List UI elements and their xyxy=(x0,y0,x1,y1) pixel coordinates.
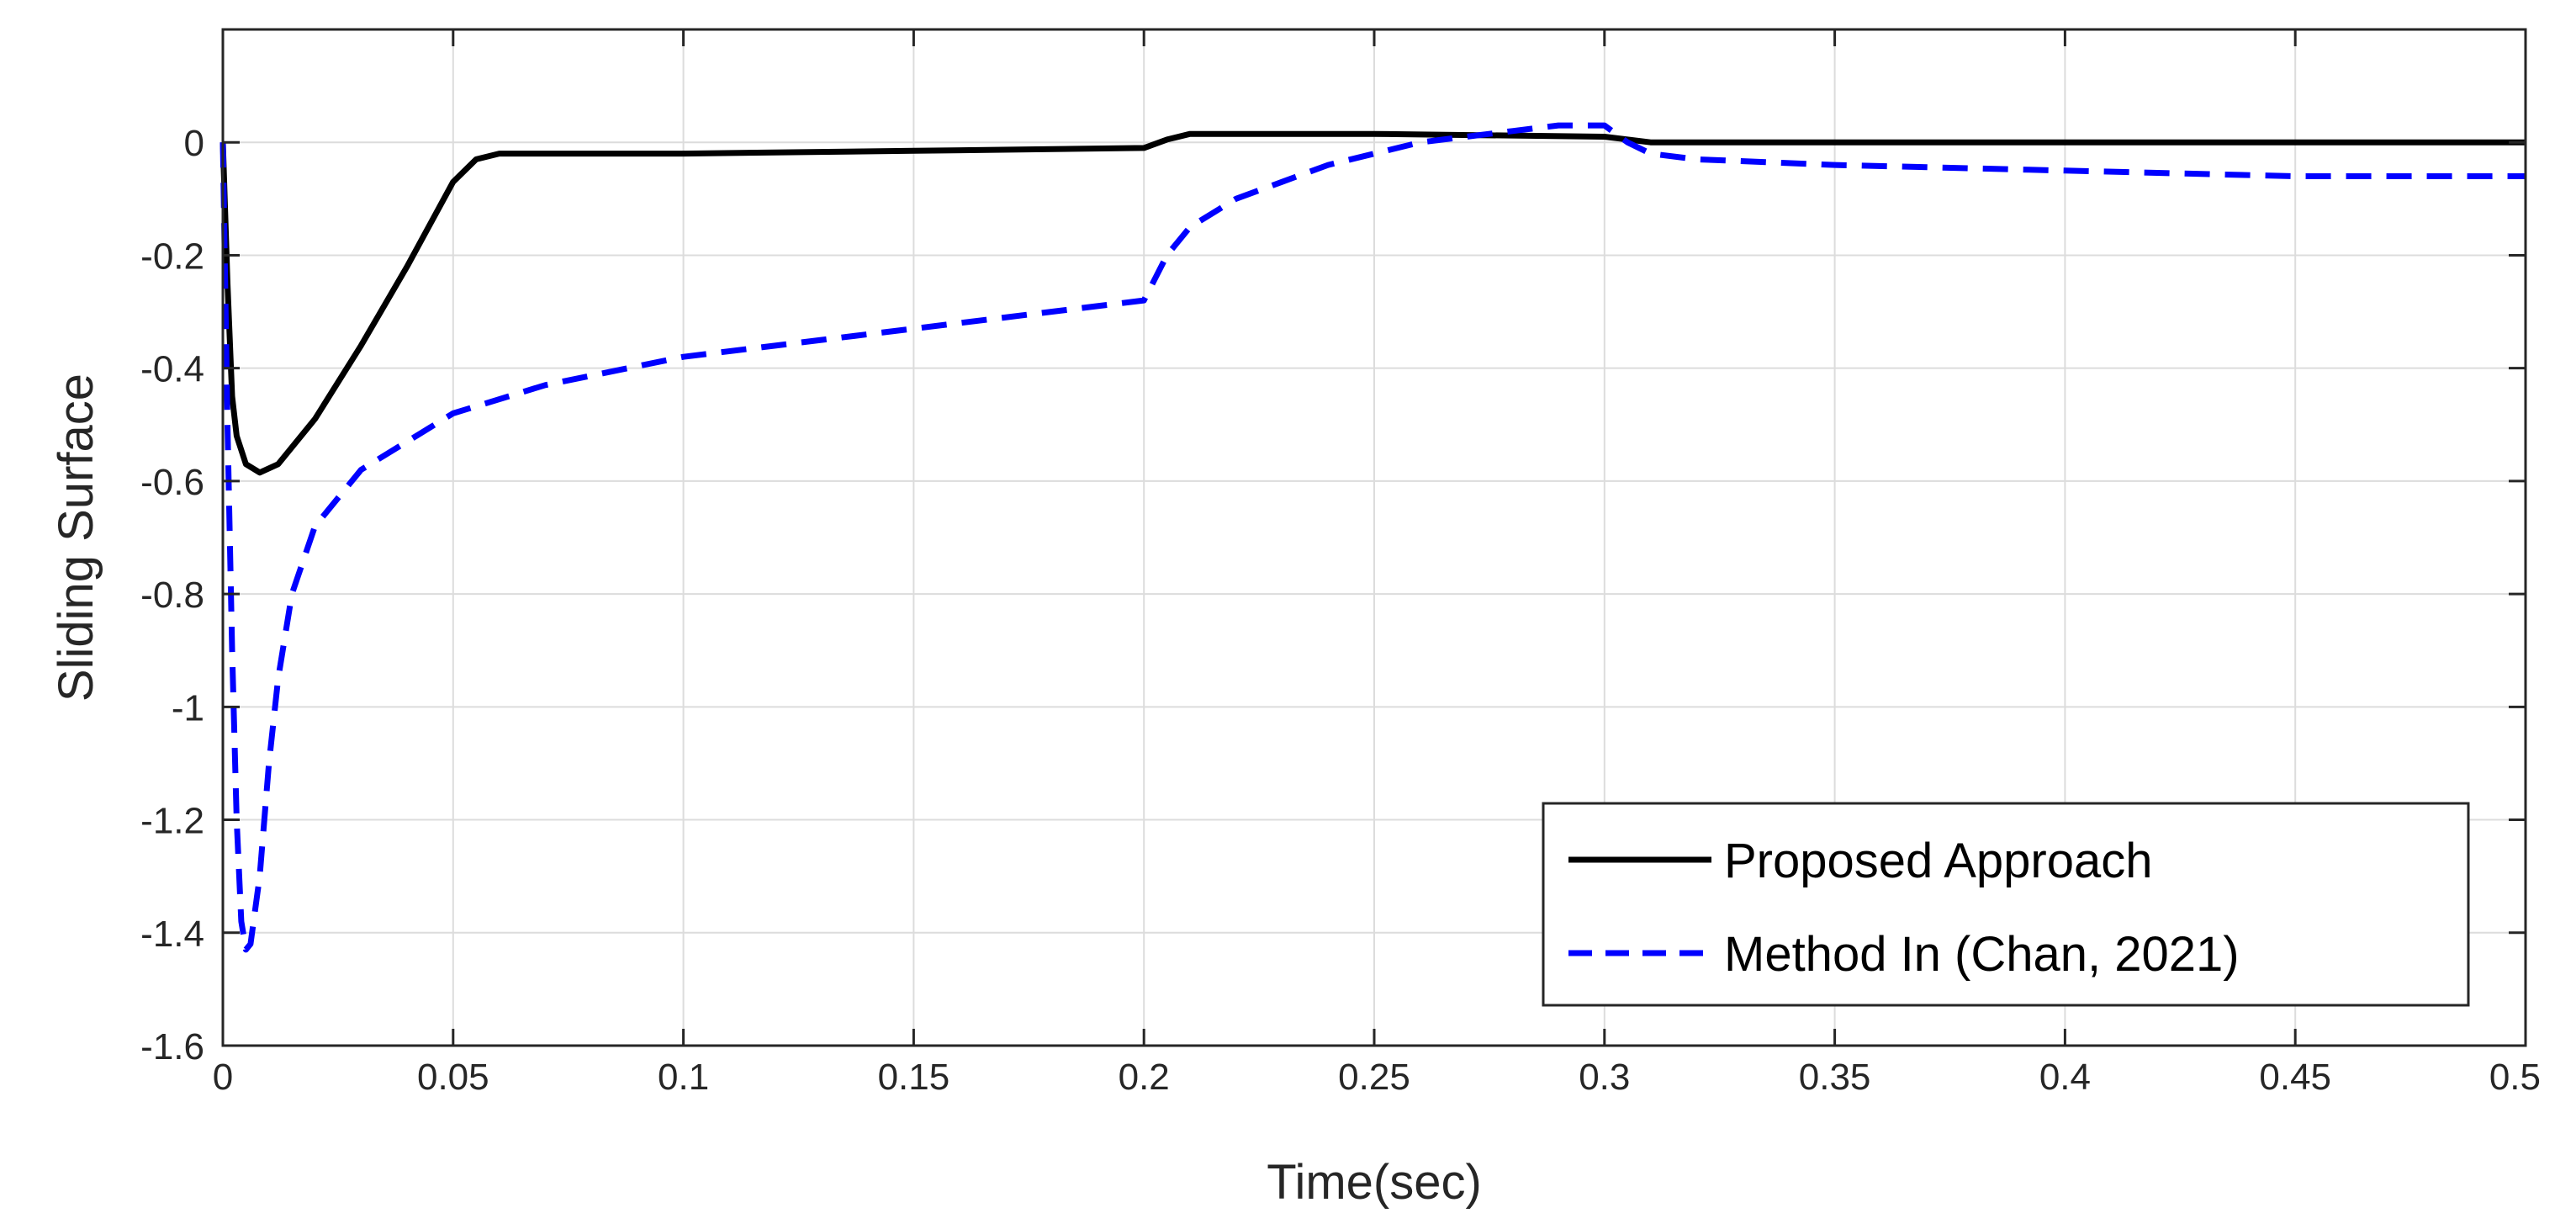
x-tick-label: 0.45 xyxy=(2259,1057,2331,1098)
legend: Proposed Approach Method In (Chan, 2021) xyxy=(1542,802,2470,1007)
x-tick-label: 0.3 xyxy=(1579,1057,1630,1098)
y-tick-label: -1 xyxy=(172,687,204,728)
x-tick-label: 0.2 xyxy=(1119,1057,1170,1098)
legend-label-proposed: Proposed Approach xyxy=(1724,834,2152,888)
y-tick-label: -1.4 xyxy=(140,914,204,955)
y-tick-label: -0.8 xyxy=(140,575,204,616)
x-tick-label: 0.5 xyxy=(2489,1057,2541,1098)
x-tick-label: 0 xyxy=(213,1057,233,1098)
y-tick-label: -1.2 xyxy=(140,801,204,842)
series-layer xyxy=(220,122,2526,953)
y-axis-label: Sliding Surface xyxy=(49,373,103,702)
x-tick-label: 0.1 xyxy=(658,1057,709,1098)
series-line-proposed-approach xyxy=(220,130,2526,476)
legend-box xyxy=(1542,802,2470,1007)
y-axis-ticks: 0 -0.2 -0.4 -0.6 -0.8 -1 -1.2 -1.4 -1.6 xyxy=(140,123,2526,1067)
y-tick-label: -1.6 xyxy=(140,1026,204,1067)
y-tick-label: -0.6 xyxy=(140,462,204,503)
x-tick-label: 0.4 xyxy=(2039,1057,2091,1098)
series-line-method-chan-2021 xyxy=(220,122,2526,953)
x-tick-label: 0.25 xyxy=(1338,1057,1410,1098)
x-axis-ticks: 0 0.05 0.1 0.15 0.2 0.25 0.3 0.35 0.4 0.45 0.5 xyxy=(213,29,2541,1098)
x-axis-label: Time(sec) xyxy=(1267,1155,1482,1210)
x-tick-label: 0.15 xyxy=(878,1057,950,1098)
y-tick-label: -0.2 xyxy=(140,236,204,277)
y-tick-label: -0.4 xyxy=(140,349,204,390)
legend-label-chan: Method In (Chan, 2021) xyxy=(1724,927,2240,982)
y-tick-label: 0 xyxy=(184,123,204,164)
x-tick-label: 0.35 xyxy=(1799,1057,1871,1098)
x-tick-label: 0.05 xyxy=(417,1057,489,1098)
